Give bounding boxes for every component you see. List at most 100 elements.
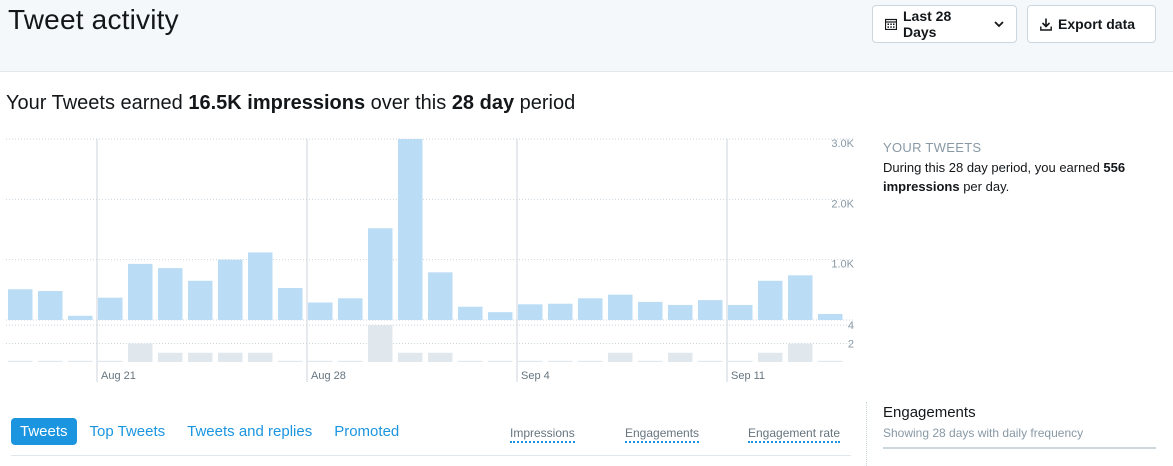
impressions-bar bbox=[338, 298, 363, 320]
impressions-bar bbox=[458, 306, 483, 320]
impressions-bar bbox=[788, 275, 813, 320]
y-tick-label: 3.0K bbox=[831, 138, 854, 150]
calendar-icon bbox=[885, 18, 897, 30]
engagements-bar bbox=[428, 352, 453, 362]
impressions-chart: 1.0K 2.0K 3.0K 2 4 Aug 21 Aug 28 Sep 4 Sep 11 bbox=[6, 136, 858, 388]
export-data-button[interactable]: Export data bbox=[1027, 5, 1156, 43]
summary-suffix: period bbox=[514, 92, 576, 114]
engagement-y-tick-label: 2 bbox=[848, 339, 854, 351]
summary-period: 28 day bbox=[451, 92, 515, 114]
engagements-subtitle: Showing 28 days with daily frequency bbox=[883, 426, 1084, 440]
impressions-bar bbox=[38, 291, 63, 320]
impressions-chart-svg: 1.0K 2.0K 3.0K 2 4 Aug 21 Aug 28 Sep 4 Sep 11 bbox=[6, 138, 855, 382]
impressions-bar bbox=[638, 301, 663, 320]
sidebar-text-prefix: During this 28 day period, you earned bbox=[883, 160, 1104, 175]
impressions-summary: Your Tweets earned 16.5K impressions ove… bbox=[6, 92, 575, 115]
section-divider bbox=[866, 402, 867, 466]
impressions-bar bbox=[578, 298, 603, 320]
tab-top-tweets[interactable]: Top Tweets bbox=[89, 423, 166, 440]
engagements-bar bbox=[608, 352, 633, 362]
chevron-down-icon bbox=[994, 20, 1004, 28]
y-tick-label: 1.0K bbox=[831, 259, 854, 271]
impressions-bar bbox=[278, 288, 303, 320]
your-tweets-title: YOUR TWEETS bbox=[883, 140, 982, 155]
impressions-bar bbox=[98, 297, 123, 320]
engagements-bar bbox=[308, 360, 333, 362]
engagements-bar bbox=[68, 360, 93, 362]
date-range-label: Last 28 Days bbox=[903, 8, 952, 40]
impressions-bar bbox=[548, 303, 573, 320]
impressions-column-header[interactable]: Impressions bbox=[510, 426, 575, 443]
engagements-bar bbox=[668, 352, 693, 362]
engagements-title: Engagements bbox=[883, 404, 976, 421]
engagements-bar bbox=[788, 343, 813, 362]
download-icon bbox=[1040, 18, 1052, 31]
sidebar-text-suffix: per day. bbox=[959, 179, 1010, 194]
engagements-bar bbox=[248, 352, 273, 362]
impressions-bar bbox=[758, 280, 783, 320]
engagements-bar bbox=[218, 352, 243, 362]
impressions-bar bbox=[8, 289, 33, 320]
impressions-bar bbox=[158, 268, 183, 320]
engagements-column-header[interactable]: Engagements bbox=[625, 426, 700, 443]
engagements-bar bbox=[158, 352, 183, 362]
x-tick-label: Sep 11 bbox=[731, 370, 765, 382]
engagements-underline bbox=[883, 447, 1156, 449]
impressions-bar bbox=[428, 272, 453, 320]
impressions-bar bbox=[218, 259, 243, 320]
engagements-bar bbox=[368, 325, 393, 362]
tab-tweets-and-replies[interactable]: Tweets and replies bbox=[187, 423, 313, 440]
impressions-bar bbox=[398, 139, 423, 320]
y-tick-label: 2.0K bbox=[831, 198, 854, 210]
summary-impressions: 16.5K impressions bbox=[188, 92, 366, 114]
x-tick-label: Aug 21 bbox=[101, 370, 136, 382]
summary-middle: over this bbox=[365, 92, 452, 114]
impressions-bar bbox=[518, 304, 543, 320]
impressions-bar bbox=[188, 280, 213, 320]
engagement-y-tick-label: 4 bbox=[848, 320, 854, 332]
page-title: Tweet activity bbox=[8, 4, 179, 35]
impressions-bar bbox=[608, 294, 633, 320]
engagements-bar bbox=[98, 360, 123, 362]
engagements-bar bbox=[278, 360, 303, 362]
tweet-tabs: Tweets Top Tweets Tweets and replies Pro… bbox=[11, 418, 412, 445]
tab-promoted[interactable]: Promoted bbox=[334, 423, 400, 440]
engagements-bar bbox=[398, 352, 423, 362]
engagements-bar bbox=[728, 360, 753, 362]
impressions-bar bbox=[128, 263, 153, 320]
x-tick-label: Aug 28 bbox=[311, 370, 346, 382]
engagements-bar bbox=[128, 343, 153, 362]
engagements-bar bbox=[188, 352, 213, 362]
impressions-bar bbox=[698, 300, 723, 320]
impressions-bar bbox=[308, 302, 333, 320]
engagements-bar bbox=[338, 360, 363, 362]
sidebar-bold-word: impressions bbox=[883, 179, 960, 194]
x-tick-label: Sep 4 bbox=[521, 370, 550, 382]
engagements-bar bbox=[578, 360, 603, 362]
engagements-bar bbox=[458, 360, 483, 362]
impressions-per-day: 556 bbox=[1103, 160, 1126, 175]
tab-tweets[interactable]: Tweets bbox=[11, 418, 77, 445]
engagements-bar bbox=[488, 360, 513, 362]
summary-prefix: Your Tweets earned bbox=[6, 92, 189, 114]
engagement-rate-column-header[interactable]: Engagement rate bbox=[748, 426, 841, 443]
engagements-bar bbox=[8, 360, 33, 362]
export-data-label: Export data bbox=[1058, 16, 1136, 32]
engagements-bar bbox=[518, 360, 543, 362]
engagements-bar bbox=[818, 360, 843, 362]
engagements-bar bbox=[38, 360, 63, 362]
engagements-bar bbox=[698, 360, 723, 362]
impressions-bar bbox=[68, 315, 93, 320]
engagements-bar bbox=[638, 360, 663, 362]
impressions-bar bbox=[248, 252, 273, 320]
page-header: Tweet activity Last 28 Days Export data bbox=[0, 0, 1173, 72]
your-tweets-summary: During this 28 day period, you earned 55… bbox=[883, 158, 1153, 196]
impressions-bar bbox=[818, 313, 843, 320]
impressions-bar bbox=[668, 304, 693, 320]
impressions-bar bbox=[728, 304, 753, 320]
tabs-divider bbox=[11, 455, 851, 456]
impressions-bar bbox=[488, 312, 513, 320]
date-range-dropdown[interactable]: Last 28 Days bbox=[872, 5, 1017, 43]
engagements-bar bbox=[548, 360, 573, 362]
engagements-bar bbox=[758, 352, 783, 362]
